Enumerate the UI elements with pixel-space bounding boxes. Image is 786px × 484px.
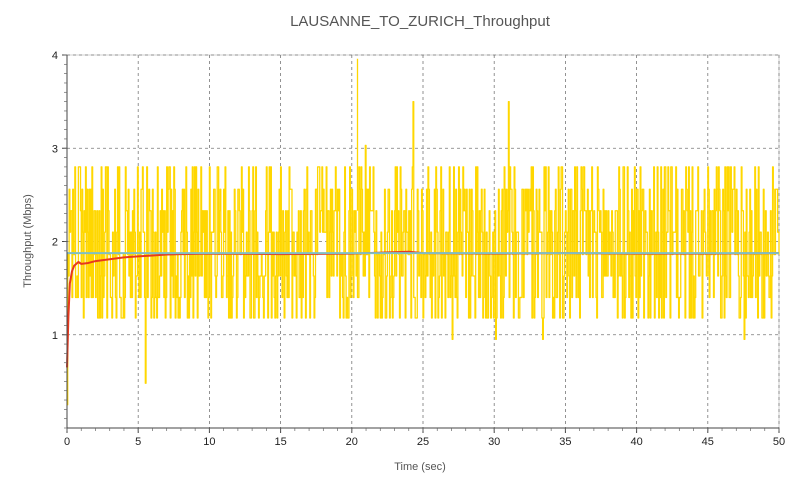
y-tick-label: 4 <box>52 50 58 62</box>
x-tick-label: 45 <box>702 436 714 448</box>
x-tick-label: 50 <box>773 436 785 448</box>
y-tick-label: 2 <box>52 237 58 249</box>
x-tick-label: 35 <box>559 436 571 448</box>
y-tick-label: 3 <box>52 143 58 155</box>
chart-title: LAUSANNE_TO_ZURICH_Throughput <box>290 13 551 30</box>
x-tick-label: 25 <box>417 436 429 448</box>
series-group <box>66 58 780 406</box>
y-tick-label: 1 <box>52 330 58 342</box>
x-tick-label: 40 <box>630 436 642 448</box>
x-tick-label: 15 <box>274 436 286 448</box>
x-tick-label: 5 <box>135 436 141 448</box>
x-tick-label: 20 <box>346 436 358 448</box>
x-tick-label: 10 <box>203 436 215 448</box>
axes-ticks: 0 5 10 15 20 25 30 35 40 45 50 1 2 3 4 <box>52 50 785 448</box>
x-tick-label: 0 <box>64 436 70 448</box>
y-axis-label: Throughput (Mbps) <box>22 194 34 288</box>
x-axis-label: Time (sec) <box>394 461 446 473</box>
x-tick-label: 30 <box>488 436 500 448</box>
